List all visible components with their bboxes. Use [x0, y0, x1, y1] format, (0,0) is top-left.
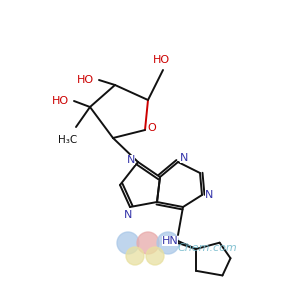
Circle shape — [146, 247, 164, 265]
Text: H₃C: H₃C — [58, 135, 78, 145]
Text: N: N — [180, 153, 188, 163]
Circle shape — [117, 232, 139, 254]
Text: HO: HO — [51, 96, 69, 106]
Text: N: N — [124, 210, 132, 220]
Text: HO: HO — [76, 75, 94, 85]
Circle shape — [137, 232, 159, 254]
Text: N: N — [205, 190, 213, 200]
Text: HN: HN — [162, 236, 178, 246]
Circle shape — [157, 232, 179, 254]
Text: HO: HO — [152, 55, 170, 65]
Text: N: N — [127, 155, 135, 165]
Text: O: O — [148, 123, 156, 133]
Circle shape — [126, 247, 144, 265]
Text: Chem.com: Chem.com — [178, 243, 238, 253]
